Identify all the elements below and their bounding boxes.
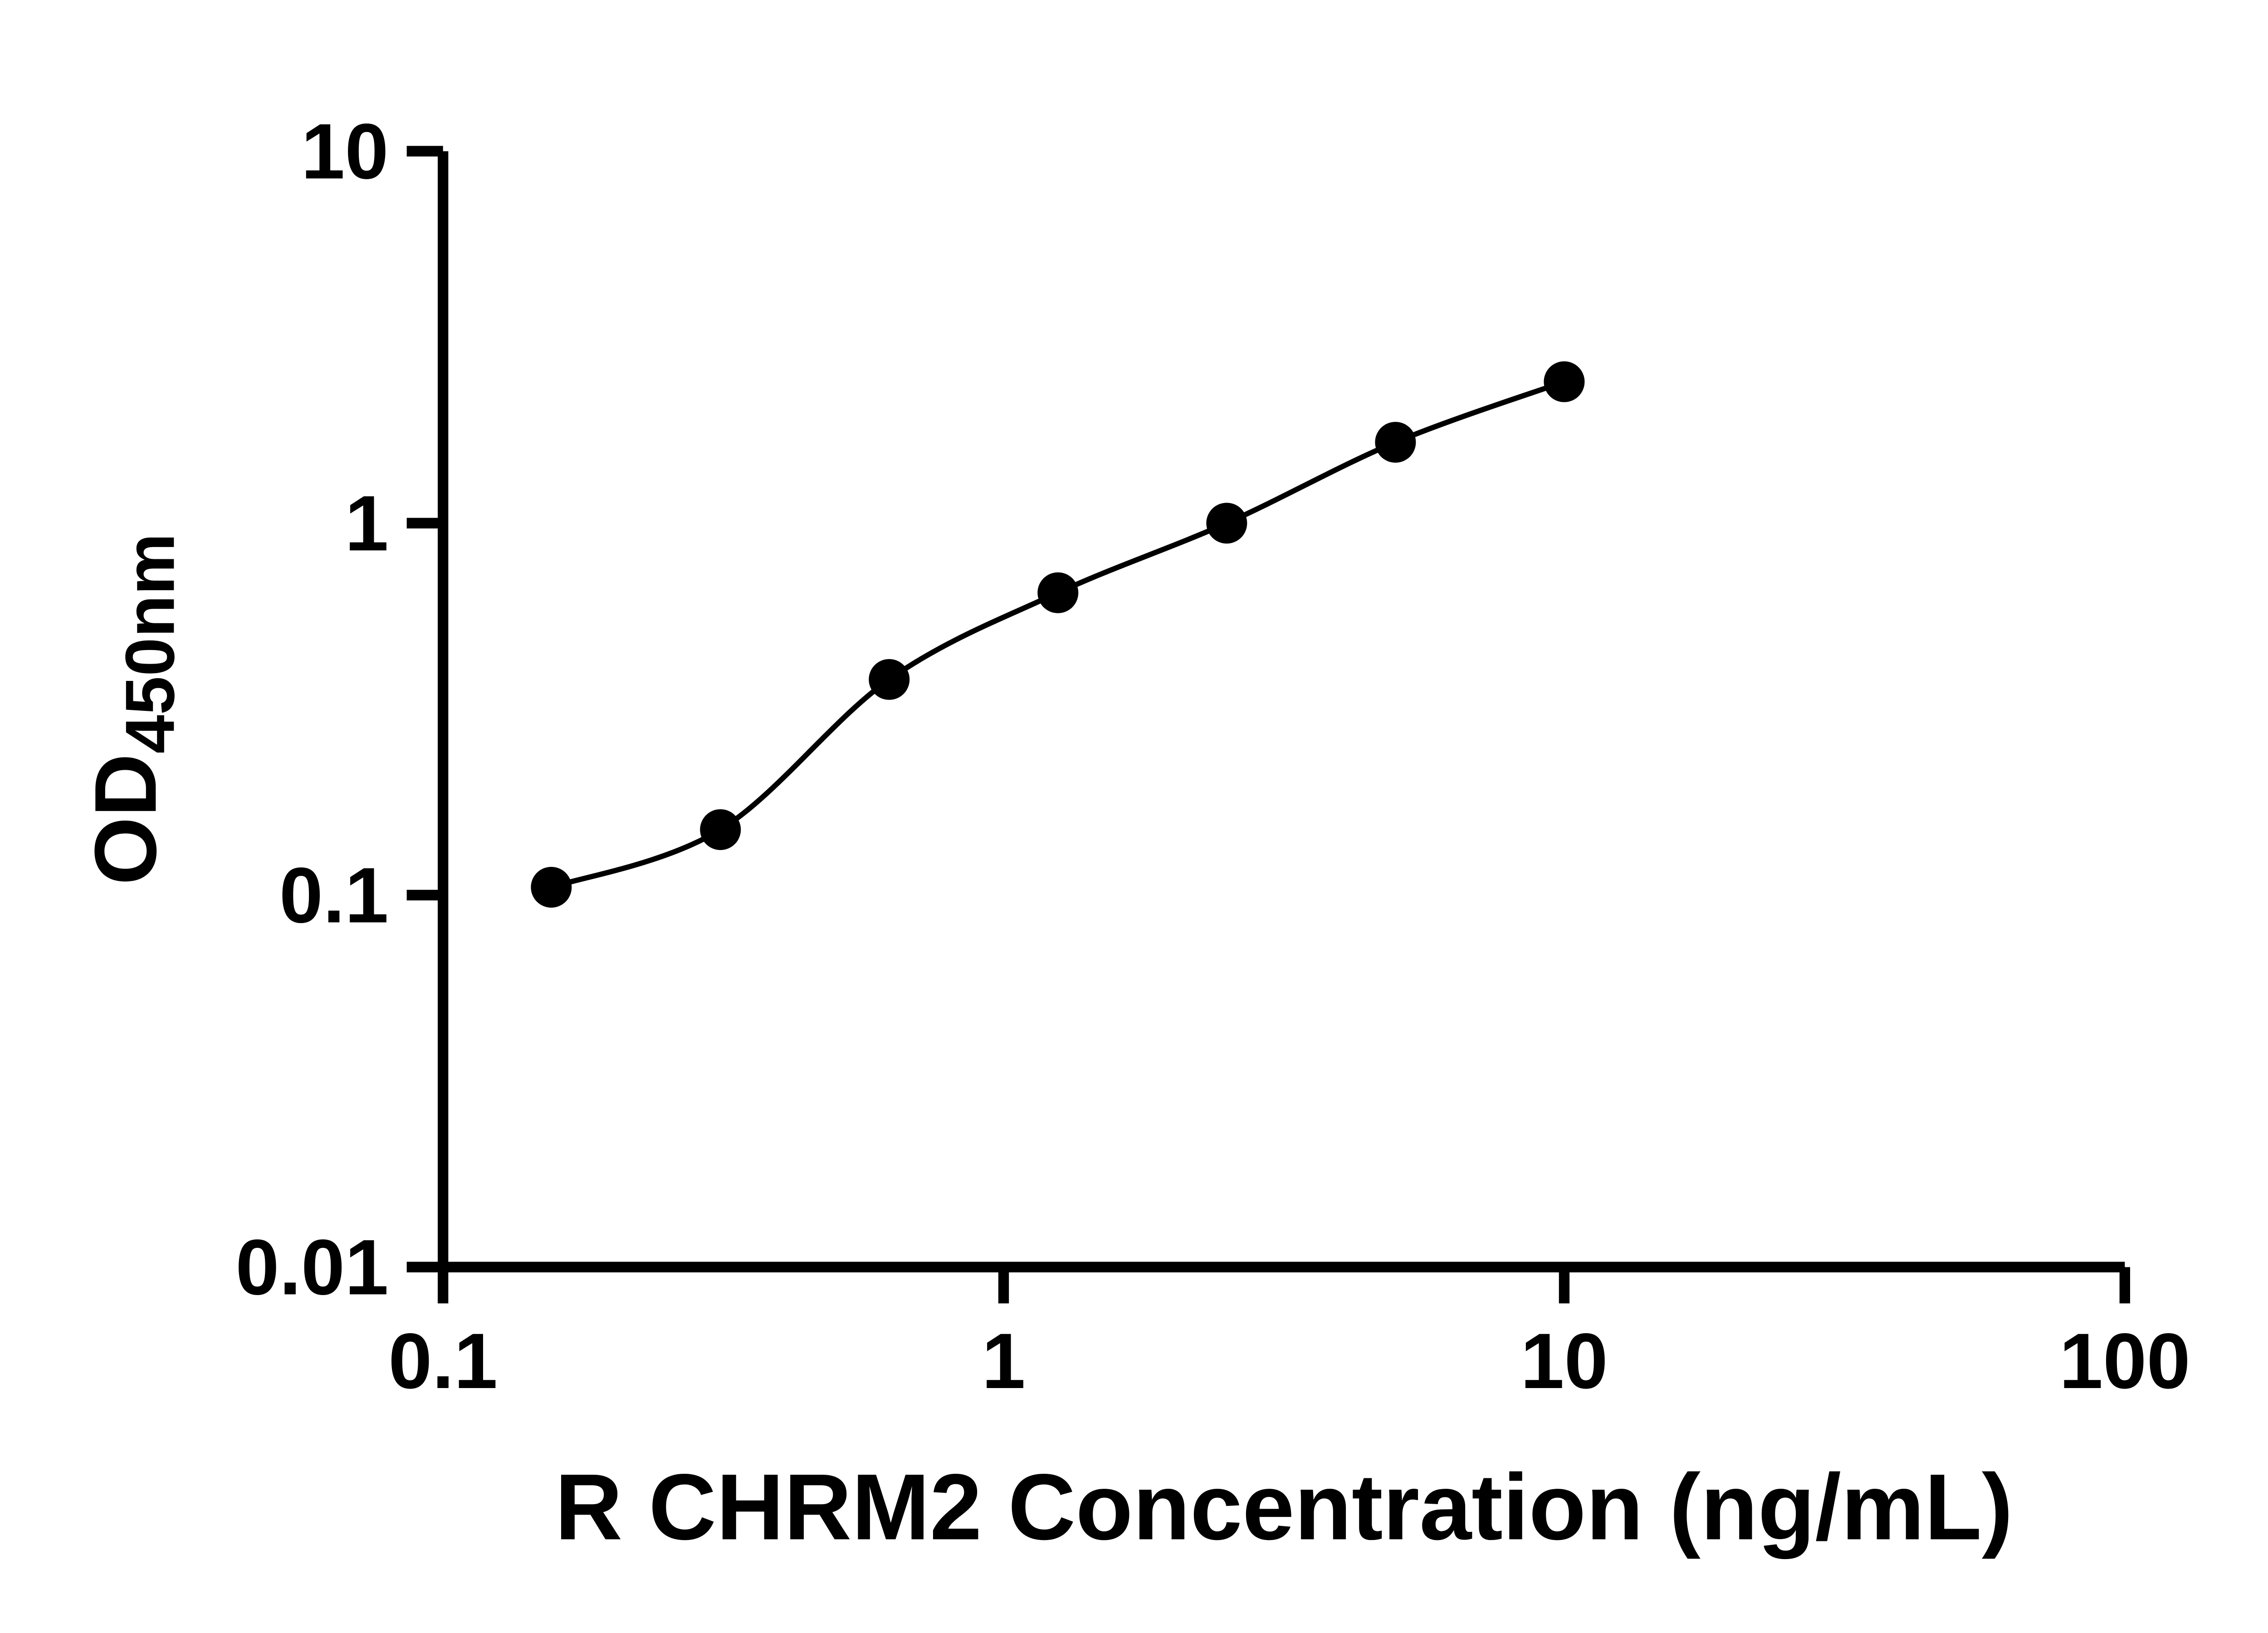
x-tick-label: 100 bbox=[2059, 1317, 2190, 1405]
data-point bbox=[700, 809, 741, 850]
data-point bbox=[869, 659, 910, 700]
data-point bbox=[531, 866, 572, 908]
data-point bbox=[1206, 503, 1247, 544]
x-tick-label: 0.1 bbox=[388, 1317, 498, 1405]
y-tick-label: 0.1 bbox=[279, 851, 389, 939]
y-tick-label: 10 bbox=[301, 107, 389, 195]
data-point bbox=[1544, 361, 1585, 402]
fit-curve bbox=[550, 379, 1565, 890]
y-tick-label: 1 bbox=[345, 479, 388, 567]
x-tick-label: 1 bbox=[982, 1317, 1025, 1405]
x-axis-title: R CHRM2 Concentration (ng/mL) bbox=[555, 1454, 2013, 1559]
y-axis-title: OD450nm bbox=[76, 533, 189, 885]
y-tick-label: 0.01 bbox=[235, 1223, 388, 1311]
data-point bbox=[1037, 572, 1079, 613]
x-tick-label: 10 bbox=[1520, 1317, 1608, 1405]
axes-spine bbox=[438, 151, 2125, 1272]
data-point bbox=[1375, 421, 1416, 463]
